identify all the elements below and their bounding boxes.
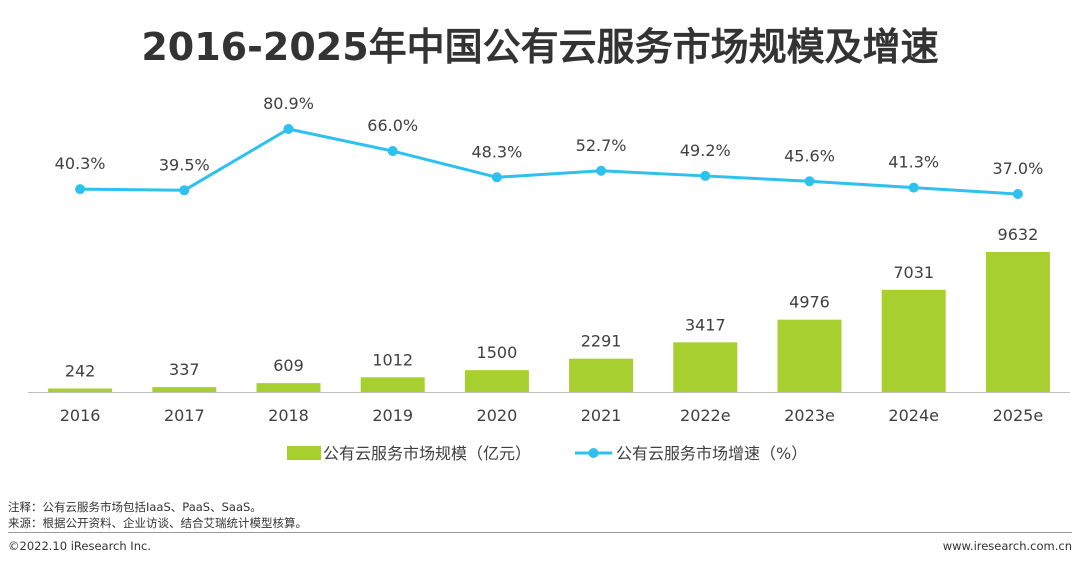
growth-point-2016[interactable] [75,184,86,195]
bar-2016[interactable] [48,388,113,392]
bar-label-2017: 337 [169,360,200,379]
bar-label-2020: 1500 [477,343,518,362]
x-tick-label-2022e: 2022e [680,406,731,425]
growth-label-2016: 40.3% [55,154,106,173]
footer-copyright: ©2022.10 iResearch Inc. [8,539,151,553]
growth-label-2024e: 41.3% [888,153,939,172]
bar-label-2018: 609 [273,356,304,375]
x-tick-label-2016: 2016 [60,406,101,425]
growth-label-2023e: 45.6% [784,146,835,165]
chart-canvas: 242 2016 337 2017 609 2018 1012 2019 1500 2020 229… [28,94,1070,463]
x-tick-label-2025e: 2025e [993,406,1044,425]
growth-point-2019[interactable] [387,146,398,157]
legend-line-label: 公有云服务市场增速（%） [616,444,807,463]
legend-bar-label: 公有云服务市场规模（亿元） [323,444,531,463]
growth-label-2017: 39.5% [159,155,210,174]
bar-2025e[interactable] [985,252,1050,392]
growth-point-2024e[interactable] [908,182,919,193]
growth-label-2018: 80.9% [263,94,314,113]
bar-2018[interactable] [256,383,321,392]
growth-point-2023e[interactable] [804,176,815,187]
growth-point-2017[interactable] [179,185,190,196]
bar-label-2021: 2291 [581,332,622,351]
bar-2024e[interactable] [881,289,946,392]
bar-2021[interactable] [569,358,634,392]
bar-label-2024e: 7031 [893,263,934,282]
x-tick-label-2024e: 2024e [888,406,939,425]
bar-2022e[interactable] [673,342,738,392]
chart-note: 注释：公有云服务市场包括IaaS、PaaS、SaaS。 [8,500,262,514]
growth-label-2021: 52.7% [576,136,627,155]
x-tick-label-2019: 2019 [372,406,413,425]
bar-2019[interactable] [360,377,425,392]
growth-label-2025e: 37.0% [992,159,1043,178]
footer-divider [8,532,1072,533]
growth-point-2021[interactable] [596,165,607,176]
bar-2020[interactable] [464,370,529,392]
bar-label-2023e: 4976 [789,293,830,312]
bar-label-2022e: 3417 [685,315,726,334]
growth-label-2022e: 49.2% [680,141,731,160]
x-tick-label-2017: 2017 [164,406,205,425]
x-tick-label-2021: 2021 [581,406,622,425]
chart-title: 2016-2025年中国公有云服务市场规模及增速 [141,25,939,69]
legend-bar-swatch [287,446,321,460]
growth-point-2018[interactable] [283,124,294,134]
x-tick-label-2023e: 2023e [784,406,835,425]
growth-point-2020[interactable] [491,172,502,183]
footer-website[interactable]: www.iresearch.com.cn [942,539,1072,553]
growth-label-2019: 66.0% [367,116,418,135]
growth-label-2020: 48.3% [471,142,522,161]
growth-line [80,127,1018,196]
bar-label-2019: 1012 [372,350,413,369]
growth-point-2025e[interactable] [1012,189,1023,199]
legend-line-marker [588,448,599,458]
x-tick-label-2020: 2020 [477,406,518,425]
bar-label-2025e: 9632 [998,225,1039,244]
bar-2017[interactable] [152,387,217,392]
growth-point-2022e[interactable] [700,170,711,181]
x-tick-label-2018: 2018 [268,406,309,425]
chart-source: 来源：根据公开资料、企业访谈、结合艾瑞统计模型核算。 [8,516,307,530]
bar-2023e[interactable] [777,319,842,392]
bar-label-2016: 242 [65,361,96,380]
